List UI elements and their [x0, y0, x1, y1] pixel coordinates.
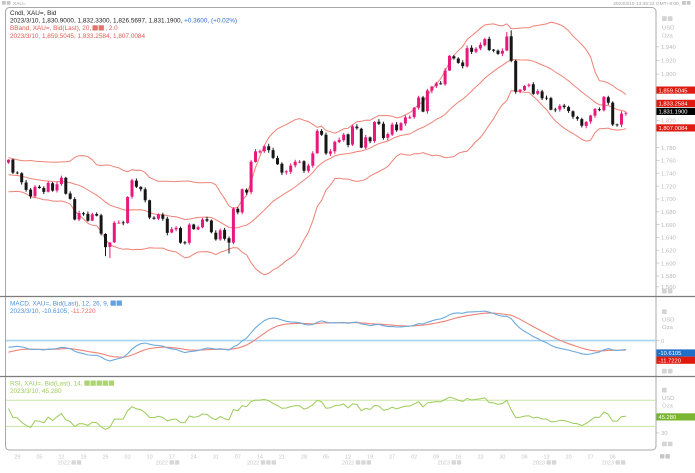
svg-text:2023: 2023: [602, 461, 614, 467]
svg-text:06: 06: [521, 455, 527, 461]
svg-text:07: 07: [235, 455, 241, 461]
svg-text:23: 23: [477, 455, 483, 461]
svg-text:2023/3/10, 1,830.9000, 1,832.3: 2023/3/10, 1,830.9000, 1,832.3300, 1,826…: [10, 18, 237, 25]
svg-text:16: 16: [455, 455, 461, 461]
svg-text:12: 12: [58, 455, 64, 461]
svg-text:06: 06: [610, 455, 616, 461]
svg-text:28: 28: [301, 455, 307, 461]
svg-text:13: 13: [543, 455, 549, 461]
svg-text:19: 19: [80, 455, 86, 461]
svg-text:30: 30: [499, 455, 505, 461]
svg-text:1,859.5045: 1,859.5045: [659, 88, 688, 94]
svg-text:1,820: 1,820: [661, 119, 676, 125]
svg-text:1,600: 1,600: [661, 261, 676, 267]
svg-text:2022: 2022: [156, 461, 168, 467]
svg-text:USD: USD: [662, 25, 674, 31]
svg-text:2023/3/10, 1,859.5045, 1,833.2: 2023/3/10, 1,859.5045, 1,833.2584, 1,807…: [10, 33, 145, 40]
svg-text:17: 17: [169, 455, 175, 461]
svg-text:-11.7220: -11.7220: [659, 358, 681, 364]
svg-text:31: 31: [213, 455, 219, 461]
svg-text:1,831.1900: 1,831.1900: [659, 110, 688, 116]
svg-text:19: 19: [367, 455, 373, 461]
svg-text:29: 29: [14, 455, 20, 461]
svg-text:Cndl, XAU=, Bid: Cndl, XAU=, Bid: [10, 10, 57, 17]
svg-text:2023/3/10 13:45:22 GMT+8:00,: 2023/3/10 13:45:22 GMT+8:00,: [613, 1, 680, 7]
svg-text:2022: 2022: [247, 461, 259, 467]
svg-text:10: 10: [147, 455, 153, 461]
svg-text:XAU=: XAU=: [13, 1, 26, 7]
svg-text:45.280: 45.280: [659, 415, 677, 421]
svg-text:1,700: 1,700: [661, 197, 676, 203]
svg-text:1,780: 1,780: [661, 146, 676, 152]
svg-text:2023/3/10, -10.6105, -11.7220: 2023/3/10, -10.6105, -11.7220: [10, 308, 96, 315]
svg-text:14: 14: [257, 455, 263, 461]
svg-text:27: 27: [588, 455, 594, 461]
svg-text:30: 30: [661, 431, 668, 437]
svg-text:21: 21: [279, 455, 285, 461]
svg-text:1,580: 1,580: [661, 274, 676, 280]
svg-text:1,900: 1,900: [661, 72, 676, 78]
svg-text:12: 12: [345, 455, 351, 461]
svg-text:03: 03: [125, 455, 131, 461]
svg-text:1,940: 1,940: [661, 45, 676, 51]
svg-text:Oza: Oza: [662, 404, 674, 410]
svg-text:1,760: 1,760: [661, 159, 676, 165]
svg-text:1,660: 1,660: [661, 223, 676, 229]
svg-text:05: 05: [36, 455, 42, 461]
svg-text:USD: USD: [662, 396, 674, 402]
svg-text:24: 24: [191, 455, 197, 461]
svg-text:1,833.2584: 1,833.2584: [659, 102, 689, 108]
svg-text:1,807.0084: 1,807.0084: [659, 126, 689, 132]
svg-text:MACD, XAU=, Bid(Last), 12, 26,: MACD, XAU=, Bid(Last), 12, 26, 9,: [10, 301, 109, 308]
svg-text:2023: 2023: [438, 461, 450, 467]
svg-text:, 2.0: , 2.0: [105, 25, 118, 32]
svg-text:1,680: 1,680: [661, 210, 676, 216]
svg-text:USD: USD: [662, 318, 674, 324]
svg-text:2023: 2023: [533, 461, 545, 467]
svg-text:-10.6105: -10.6105: [659, 351, 682, 357]
svg-text:09: 09: [433, 455, 439, 461]
svg-text:2023/3/10, 45.280: 2023/3/10, 45.280: [10, 388, 62, 395]
svg-text:27: 27: [389, 455, 395, 461]
svg-text:05: 05: [323, 455, 329, 461]
svg-text:1,720: 1,720: [661, 184, 676, 190]
svg-text:BBand, XAU=, Bid(Last), 20,: BBand, XAU=, Bid(Last), 20,: [10, 25, 91, 32]
svg-text:02: 02: [411, 455, 417, 461]
svg-text:Oza: Oza: [662, 34, 674, 40]
svg-text:1,640: 1,640: [661, 236, 676, 242]
svg-text:2022: 2022: [342, 461, 354, 467]
svg-text:Oza: Oza: [662, 325, 674, 331]
svg-text:1,740: 1,740: [661, 172, 676, 178]
svg-text:1,620: 1,620: [661, 249, 676, 255]
svg-text:26: 26: [102, 455, 108, 461]
svg-text:RSI, XAU=, Bid(Last), 14,: RSI, XAU=, Bid(Last), 14,: [10, 381, 83, 388]
svg-text:2022: 2022: [58, 461, 70, 467]
svg-text:20: 20: [566, 455, 572, 461]
svg-text:1,920: 1,920: [661, 59, 676, 65]
